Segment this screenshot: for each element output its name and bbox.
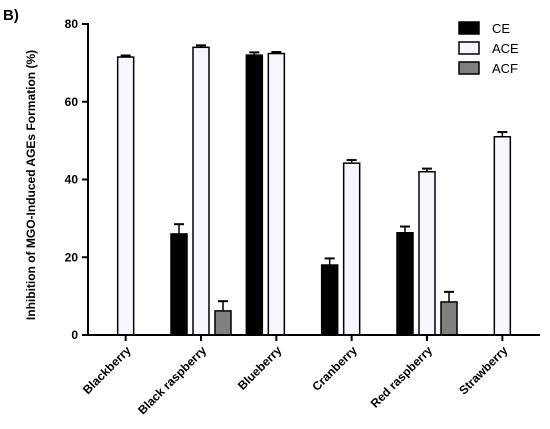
panel-label: B) (3, 7, 19, 24)
bar-ace (418, 170, 436, 336)
legend-label-ace: ACE (492, 41, 519, 56)
y-axis-title: Inhibition of MGO-Induced AGEs Formation… (24, 50, 38, 320)
legend-swatch-acf (458, 61, 480, 75)
legend-label-acf: ACF (492, 61, 518, 76)
bar-ce (396, 232, 414, 336)
bar-ace (342, 162, 361, 336)
bar-ace (116, 56, 135, 336)
bar-ce (245, 54, 264, 336)
x-tick-label: Blackberry (80, 343, 134, 397)
legend-swatch-ce (458, 21, 480, 35)
y-tick-label: 20 (65, 250, 79, 264)
x-tick-label: Black raspberry (135, 343, 209, 417)
legend-swatch-ace (458, 41, 480, 55)
legend: CE ACE ACF (458, 21, 519, 76)
bar-ace (493, 135, 512, 336)
y-tick-label: 0 (71, 328, 78, 342)
bars (116, 44, 512, 336)
bar-acf (440, 301, 458, 336)
y-tick-label: 40 (65, 173, 79, 187)
x-tick-label: Strawberry (456, 343, 510, 397)
bar-ce (170, 233, 188, 336)
bar-acf (214, 310, 232, 336)
bar-ace (192, 46, 210, 336)
bar-ce (320, 264, 339, 336)
y-tick-label: 80 (65, 17, 79, 31)
x-tick-labels: Blackberry Black raspberry Blueberry Cranbe… (80, 335, 511, 417)
legend-label-ce: CE (492, 21, 510, 36)
bar-ace (267, 52, 286, 336)
y-ticks: 0 20 40 60 80 (65, 17, 88, 342)
x-tick-label: Blueberry (235, 343, 285, 393)
x-tick-label: Red raspberry (368, 343, 436, 411)
y-tick-label: 60 (65, 95, 79, 109)
x-tick-label: Cranberry (309, 343, 360, 394)
